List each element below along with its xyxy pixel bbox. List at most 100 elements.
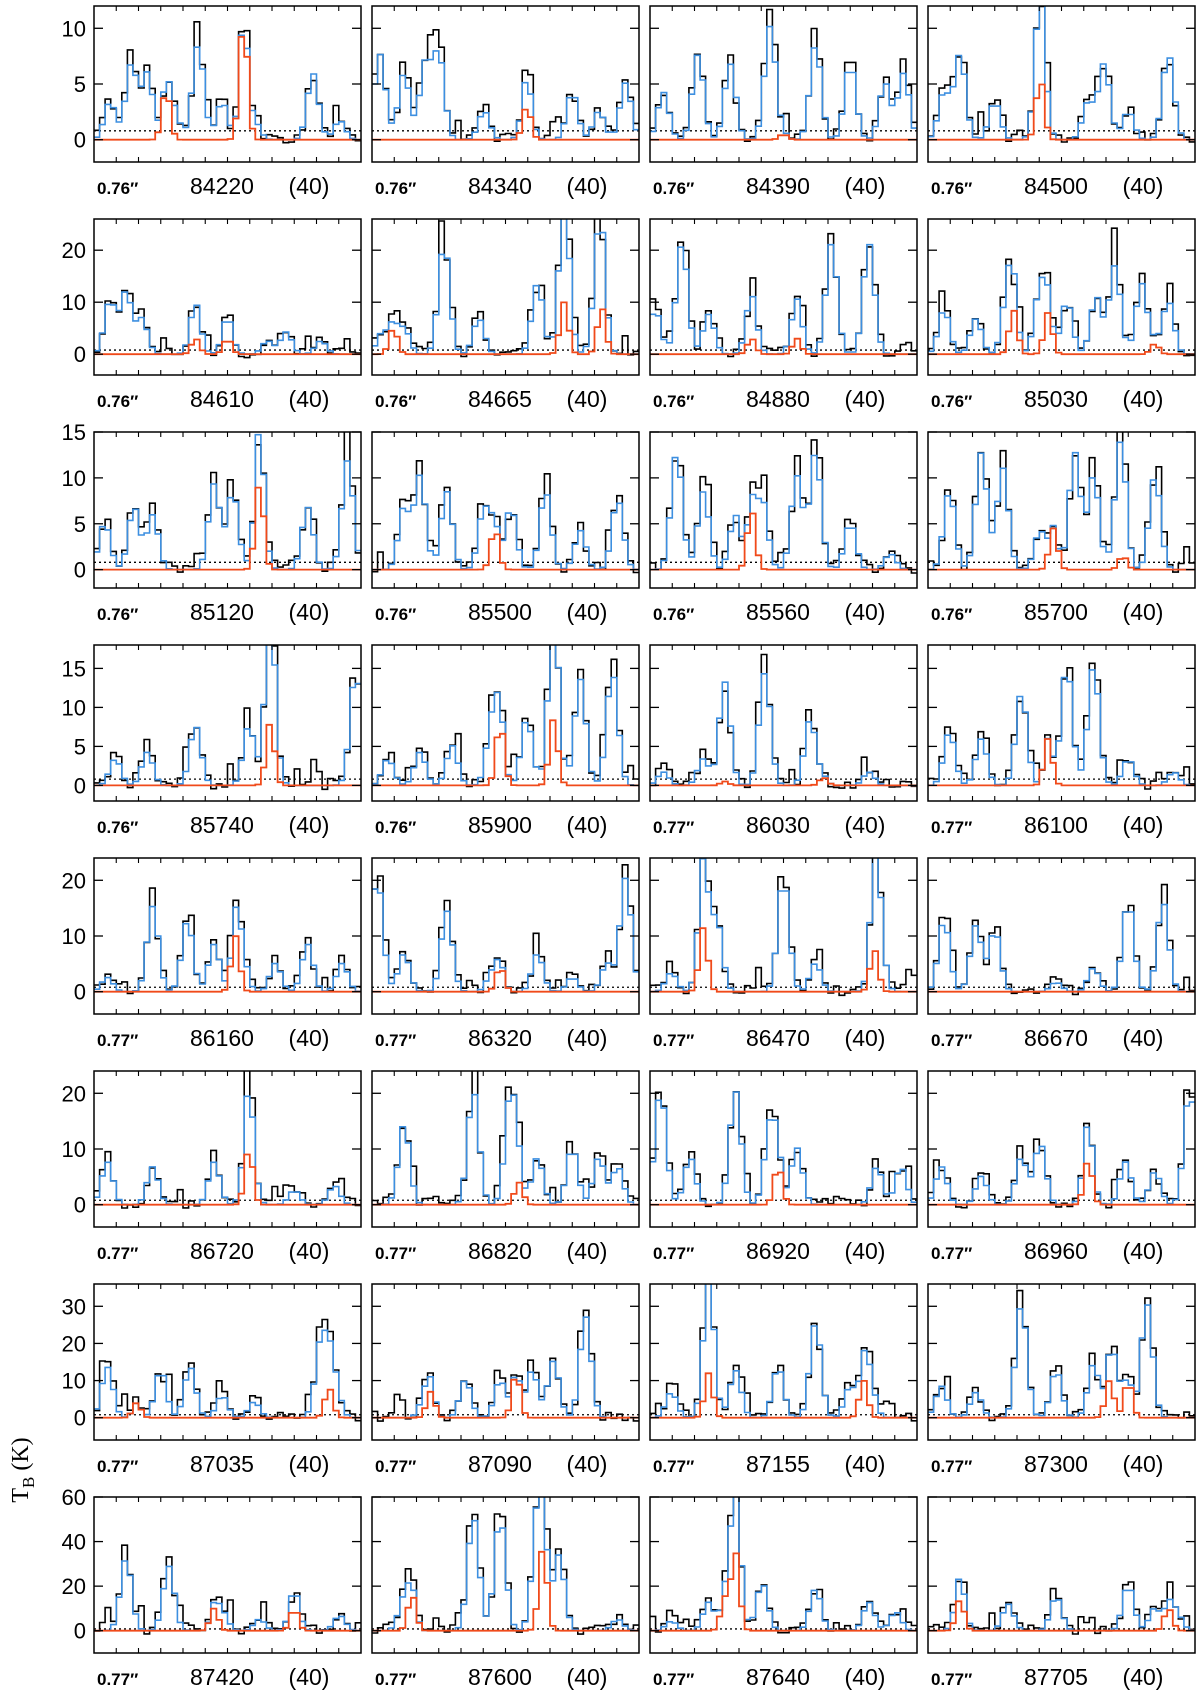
panel-plot-area: [928, 1578, 1195, 1635]
panel-resolution-label: 0.76″: [653, 392, 694, 411]
y-tick-label: 5: [74, 734, 86, 759]
y-tick-label: 10: [62, 16, 86, 41]
panel-width-label: (40): [289, 1025, 330, 1051]
panel-86720: 0 10 20 0.77″ 86720 (40): [62, 1070, 362, 1264]
panel-frequency-label: 86920: [746, 1238, 810, 1264]
full-model-line: [372, 1093, 639, 1206]
panel-plot-area: [372, 29, 639, 142]
full-model-line: [928, 1578, 1195, 1632]
panel-plot-area: [650, 1284, 917, 1422]
panel-plot-area: [650, 439, 917, 574]
observed-spectrum-line: [372, 29, 639, 142]
panel-87090: 0.77″ 87090 (40): [371, 1283, 640, 1477]
panel-resolution-label: 0.77″: [931, 1031, 972, 1050]
molecule-model-line: [372, 719, 639, 787]
panel-frequency-label: 84340: [468, 173, 532, 199]
panel-frequency-label: 86160: [190, 1025, 254, 1051]
panel-width-label: (40): [845, 173, 886, 199]
panel-width-label: (40): [567, 173, 608, 199]
molecule-model-line: [650, 337, 917, 356]
y-tick-label: 20: [62, 238, 86, 263]
panel-85500: 0.76″ 85500 (40): [371, 431, 640, 625]
panel-resolution-label: 0.76″: [653, 179, 694, 198]
panel-width-label: (40): [845, 812, 886, 838]
molecule-model-line: [94, 723, 361, 787]
panel-86820: 0.77″ 86820 (40): [371, 1070, 640, 1264]
panel-resolution-label: 0.76″: [375, 605, 416, 624]
panel-width-label: (40): [289, 1238, 330, 1264]
molecule-model-line: [650, 512, 917, 571]
full-model-line: [928, 669, 1195, 787]
panel-frequency-label: 85700: [1024, 599, 1088, 625]
panel-width-label: (40): [1123, 173, 1164, 199]
panel-width-label: (40): [845, 1238, 886, 1264]
panel-86470: 0.77″ 86470 (40): [649, 857, 918, 1051]
panel-plot-area: [372, 1497, 639, 1635]
panel-resolution-label: 0.77″: [97, 1670, 138, 1689]
panel-width-label: (40): [289, 812, 330, 838]
panel-plot-area: [650, 232, 917, 358]
panel-frequency-label: 85900: [468, 812, 532, 838]
panel-plot-area: [928, 6, 1195, 143]
y-tick-label: 10: [62, 695, 86, 720]
panel-frequency-label: 84500: [1024, 173, 1088, 199]
panel-resolution-label: 0.76″: [375, 179, 416, 198]
panel-87300: 0.77″ 87300 (40): [927, 1283, 1196, 1477]
y-tick-label: 10: [62, 466, 86, 491]
panel-frequency-label: 84610: [190, 386, 254, 412]
panel-resolution-label: 0.77″: [931, 1670, 972, 1689]
y-axis-title-sub: B: [19, 1477, 38, 1488]
panel-frame: [371, 5, 640, 163]
panel-resolution-label: 0.77″: [375, 1457, 416, 1476]
molecule-model-line: [372, 970, 639, 993]
panel-85120: 0 5 10 15 0.76″ 85120 (40): [62, 420, 362, 625]
panel-86030: 0.77″ 86030 (40): [649, 644, 918, 838]
full-model-line: [372, 50, 639, 141]
panel-plot-area: [372, 1309, 639, 1422]
panel-resolution-label: 0.77″: [931, 818, 972, 837]
full-model-line: [650, 1091, 917, 1206]
molecule-model-line: [928, 83, 1195, 141]
panel-84880: 0.76″ 84880 (40): [649, 218, 918, 412]
full-model-line: [928, 6, 1195, 141]
panel-resolution-label: 0.77″: [653, 818, 694, 837]
y-tick-label: 0: [74, 1406, 86, 1431]
panel-frequency-label: 85120: [190, 599, 254, 625]
panel-plot-area: [650, 1497, 917, 1634]
panel-width-label: (40): [567, 386, 608, 412]
panel-frequency-label: 86030: [746, 812, 810, 838]
molecule-model-line: [372, 301, 639, 356]
panel-plot-area: [372, 460, 639, 574]
panel-resolution-label: 0.77″: [653, 1457, 694, 1476]
panel-plot-area: [372, 1071, 639, 1206]
full-model-line: [94, 433, 361, 571]
panel-resolution-label: 0.76″: [931, 179, 972, 198]
panel-width-label: (40): [567, 1025, 608, 1051]
observed-spectrum-line: [94, 289, 361, 359]
panel-84500: 0.76″ 84500 (40): [927, 5, 1196, 199]
panel-86670: 0.77″ 86670 (40): [927, 857, 1196, 1051]
y-tick-label: 0: [74, 980, 86, 1005]
observed-spectrum-line: [94, 645, 361, 791]
panel-plot-area: [94, 1071, 361, 1209]
panel-plot-area: [94, 1318, 361, 1422]
panel-frame: [927, 218, 1196, 376]
y-tick-label: 5: [74, 512, 86, 537]
panel-plot-area: [94, 1544, 361, 1635]
panel-resolution-label: 0.77″: [375, 1670, 416, 1689]
y-tick-label: 30: [62, 1294, 86, 1319]
panel-width-label: (40): [289, 599, 330, 625]
y-tick-label: 20: [62, 1331, 86, 1356]
panel-frequency-label: 86470: [746, 1025, 810, 1051]
y-tick-label: 0: [74, 558, 86, 583]
y-tick-label: 0: [74, 1193, 86, 1218]
panel-87600: 0.77″ 87600 (40): [371, 1496, 640, 1690]
panel-resolution-label: 0.77″: [653, 1244, 694, 1263]
panel-87155: 0.77″ 87155 (40): [649, 1283, 918, 1477]
molecule-model-line: [372, 1181, 639, 1206]
panel-resolution-label: 0.77″: [97, 1457, 138, 1476]
panel-plot-area: [928, 1289, 1195, 1422]
molecule-model-line: [94, 1388, 361, 1419]
observed-spectrum-line: [928, 227, 1195, 357]
